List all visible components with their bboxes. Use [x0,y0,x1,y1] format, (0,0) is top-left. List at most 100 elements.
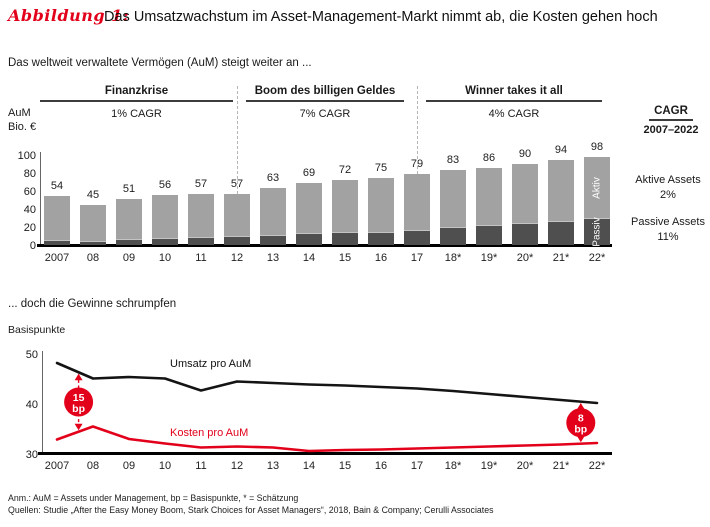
phase-boom: Boom des billigen Geldes 7% CAGR [246,85,404,120]
bar-segment-passiv [260,236,286,245]
legend-passive-assets: Passive Assets 11% [620,215,710,244]
top-chart-subtitle: Das weltweit verwaltete Vermögen (AuM) s… [8,57,312,69]
bar-21* [548,160,574,245]
bar-segment-passiv [80,241,106,245]
bar-20* [512,164,538,245]
legend-label: Passive Assets [631,216,705,228]
top-y-tick-label: 100 [17,150,36,162]
top-x-axis-label: 21* [552,252,570,264]
arrowhead-up-icon [74,373,83,381]
line-umsatz-pro-aum [55,361,599,405]
bar-value-label: 57 [194,177,208,190]
bar-segment-passiv [332,233,358,245]
bar-segment-passiv [116,239,142,245]
top-y-tick-label: 60 [23,186,36,198]
bar-13 [260,188,286,245]
bar-segment-passiv [152,238,178,245]
bottom-x-axis-label: 15 [338,460,352,472]
bar-segment-passiv [296,234,322,245]
page-title: Das Umsatzwachstum im Asset-Management-M… [104,9,658,25]
bar-segment-aktiv [584,156,610,220]
bottom-chart-subtitle: ... doch die Gewinne schrumpfen [8,298,177,310]
bottom-x-axis-label: 16 [374,460,388,472]
bar-value-label: 69 [302,166,316,179]
bar-11 [188,193,214,245]
arrowhead-down-icon [576,435,585,443]
phase-rule [40,100,233,102]
bar-segment-aktiv [476,167,502,227]
cagr-panel-title: CAGR [649,105,693,121]
series-label-umsatz: Umsatz pro AuM [170,358,252,370]
legend-value: 2% [660,188,676,201]
annotation-unit: bp [574,424,587,436]
bar-segment-passiv [188,237,214,245]
bar-segment-aktiv [548,160,574,222]
bottom-y-axis-line [42,351,43,452]
bar-segment-passiv [476,226,502,245]
top-x-axis-label: 19* [480,252,498,264]
bar-value-label: 90 [518,148,532,160]
bar-22* [584,156,610,245]
bar-19* [476,167,502,245]
bar-value-label: 75 [374,161,388,174]
phase-rule [426,100,602,102]
phase-divider [417,86,418,174]
legend-aktive-assets: Aktive Assets 2% [620,173,710,202]
top-y-tick-label: 20 [23,222,36,234]
bar-value-label: 83 [446,154,460,167]
annotation-unit: bp [72,403,85,415]
y-axis-title-line1: AuM [8,107,31,119]
phase-cagr: 4% CAGR [488,108,540,120]
phase-name: Boom des billigen Geldes [254,85,396,97]
top-x-axis-label: 08 [86,252,100,264]
bottom-x-axis-label: 21* [552,460,570,472]
bar-segment-aktiv [440,170,466,229]
figure-label: Abbildung 1: [8,6,130,25]
bar-17 [404,173,430,245]
bottom-x-axis-label: 13 [266,460,280,472]
bar-value-label: 72 [338,164,352,177]
top-x-axis-label: 10 [158,252,172,264]
annotation-value: 8 [578,413,584,425]
annotation-circle [566,408,596,438]
bar-segment-aktiv [260,188,286,237]
phase-rule [246,100,404,102]
cagr-panel-period: 2007–2022 [643,124,699,136]
footnote-note: Anm.: AuM = Assets under Management, bp … [8,493,299,503]
arrowhead-up-icon [576,403,585,410]
bottom-y-tick-label: 50 [25,348,38,361]
bar-segment-aktiv [188,193,214,238]
top-x-axis-label: 09 [122,252,136,264]
top-x-axis-label: 18* [444,252,462,264]
phase-divider [237,86,238,194]
bottom-x-axis-label: 09 [122,460,136,472]
phase-cagr: 1% CAGR [111,108,162,120]
top-x-axis-label: 17 [410,252,424,264]
bar-09 [116,199,142,245]
bar-segment-aktiv [116,199,142,240]
bar-2007 [44,196,70,245]
bar-18* [440,170,466,245]
top-x-axis-label: 15 [338,252,352,264]
bottom-y-tick-label: 40 [25,398,38,411]
bottom-x-axis-label: 19* [480,460,498,472]
legend-value: 11% [657,230,679,243]
bar-segment-passiv [512,223,538,245]
bottom-x-axis-label: 14 [302,460,316,472]
y-axis-title-line2: Bio. € [8,121,37,133]
bottom-x-axis-label: 11 [195,460,207,472]
top-x-axis-label: 2007 [44,252,70,264]
bar-16 [368,177,394,245]
top-x-axis-label: 13 [266,252,280,264]
bottom-x-axis-label: 22* [588,460,606,472]
top-y-axis-line [40,152,41,244]
bottom-y-tick-label: 30 [25,448,38,461]
annotation-circle [64,387,94,417]
bar-segment-aktiv [44,196,70,241]
top-x-axis-label: 20* [516,252,534,264]
bottom-x-axis-label: 17 [410,460,424,472]
bar-value-label: 45 [86,188,100,201]
bar-segment-aktiv [368,177,394,233]
bar-segment-aktiv [404,173,430,231]
